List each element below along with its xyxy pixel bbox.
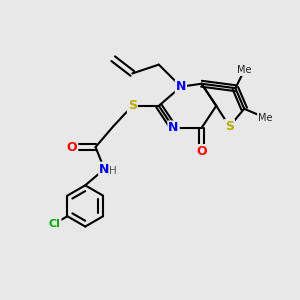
Text: S: S [225, 120, 234, 133]
Text: Me: Me [258, 112, 272, 123]
Text: O: O [67, 141, 77, 154]
Text: N: N [168, 122, 179, 134]
Text: O: O [196, 145, 207, 158]
Text: H: H [109, 166, 116, 176]
Text: S: S [128, 99, 137, 112]
Text: N: N [176, 80, 186, 93]
Text: Cl: Cl [49, 219, 61, 229]
Text: N: N [99, 163, 110, 176]
Text: Me: Me [237, 65, 251, 76]
